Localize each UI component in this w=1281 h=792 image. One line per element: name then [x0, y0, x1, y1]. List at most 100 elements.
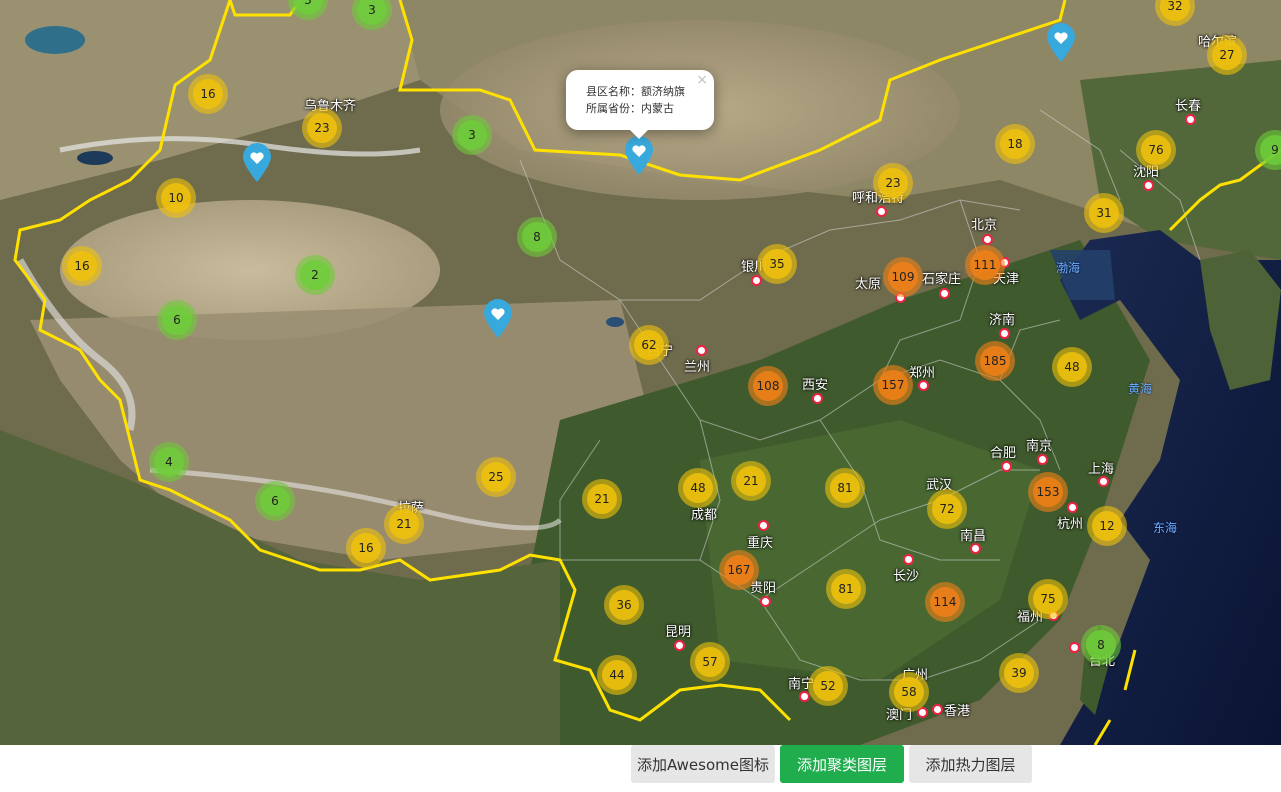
cluster-count: 167 — [724, 555, 754, 585]
heart-marker[interactable] — [1046, 23, 1076, 63]
popup-tip — [629, 129, 649, 139]
cluster-count: 9 — [1260, 135, 1281, 165]
cluster-marker[interactable]: 109 — [883, 257, 923, 297]
cluster-marker[interactable]: 81 — [826, 569, 866, 609]
city-label: 长春 — [1175, 99, 1202, 114]
close-icon[interactable]: × — [696, 72, 708, 88]
cluster-marker[interactable]: 62 — [629, 325, 669, 365]
cluster-marker[interactable]: 2 — [295, 255, 335, 295]
cluster-marker[interactable]: 36 — [604, 585, 644, 625]
cluster-marker[interactable]: 39 — [999, 653, 1039, 693]
cluster-marker[interactable]: 27 — [1207, 35, 1247, 75]
sea-label: 黄海 — [1128, 382, 1153, 396]
cluster-marker[interactable]: 25 — [476, 457, 516, 497]
cluster-count: 18 — [1000, 129, 1030, 159]
cluster-count: 39 — [1004, 658, 1034, 688]
cluster-count: 32 — [1160, 0, 1190, 21]
cluster-count: 31 — [1089, 198, 1119, 228]
toolbar: 添加Awesome图标 添加聚类图层 添加热力图层 — [0, 745, 1281, 792]
cluster-marker[interactable]: 57 — [690, 642, 730, 682]
city-label: 北京 — [971, 218, 998, 233]
cluster-count: 8 — [1086, 630, 1116, 660]
cluster-count: 72 — [932, 494, 962, 524]
cluster-marker[interactable]: 21 — [384, 504, 424, 544]
cluster-marker[interactable]: 185 — [975, 341, 1015, 381]
cluster-marker[interactable]: 8 — [517, 217, 557, 257]
cluster-marker[interactable]: 16 — [188, 74, 228, 114]
city-label: 长沙 — [893, 569, 920, 584]
cluster-marker[interactable]: 18 — [995, 124, 1035, 164]
city-label: 南宁 — [788, 677, 815, 692]
cluster-count: 57 — [695, 647, 725, 677]
city-label: 南昌 — [960, 529, 987, 544]
cluster-marker[interactable]: 58 — [889, 672, 929, 712]
cluster-marker[interactable]: 21 — [582, 479, 622, 519]
cluster-count: 23 — [878, 168, 908, 198]
heart-marker[interactable] — [624, 136, 654, 176]
cluster-count: 6 — [162, 305, 192, 335]
cluster-count: 12 — [1092, 511, 1122, 541]
cluster-marker[interactable]: 9 — [1255, 130, 1281, 170]
cluster-count: 185 — [980, 346, 1010, 376]
cluster-marker[interactable]: 16 — [346, 528, 386, 568]
city-dot — [903, 554, 914, 565]
marker-popup: × 县区名称：额济纳旗 所属省份：内蒙古 — [566, 70, 714, 139]
cluster-marker[interactable]: 21 — [731, 461, 771, 501]
cluster-marker[interactable]: 6 — [255, 481, 295, 521]
city-dot — [999, 328, 1010, 339]
cluster-count: 58 — [894, 677, 924, 707]
heart-marker[interactable] — [242, 143, 272, 183]
cluster-marker[interactable]: 35 — [757, 244, 797, 284]
cluster-count: 157 — [878, 370, 908, 400]
cluster-marker[interactable]: 3 — [452, 115, 492, 155]
popup-province: 所属省份：内蒙古 — [586, 102, 674, 115]
cluster-count: 62 — [634, 330, 664, 360]
cluster-count: 81 — [830, 473, 860, 503]
cluster-marker[interactable]: 111 — [965, 245, 1005, 285]
add-heat-layer-button[interactable]: 添加热力图层 — [909, 745, 1032, 783]
cluster-marker[interactable]: 3 — [288, 0, 328, 20]
cluster-count: 8 — [522, 222, 552, 252]
cluster-marker[interactable]: 48 — [678, 468, 718, 508]
map-container[interactable]: 乌鲁木齐 呼和浩特 北京 天津 石家庄 太原 银川 兰州 西宁 西安 郑州 济南… — [0, 0, 1281, 745]
cluster-marker[interactable]: 6 — [157, 300, 197, 340]
cluster-marker[interactable]: 75 — [1028, 579, 1068, 619]
cluster-marker[interactable]: 157 — [873, 365, 913, 405]
cluster-marker[interactable]: 72 — [927, 489, 967, 529]
cluster-marker[interactable]: 23 — [302, 108, 342, 148]
cluster-count: 111 — [970, 250, 1000, 280]
add-awesome-icon-button[interactable]: 添加Awesome图标 — [631, 745, 775, 783]
cluster-count: 2 — [300, 260, 330, 290]
cluster-marker[interactable]: 23 — [873, 163, 913, 203]
cluster-marker[interactable]: 44 — [597, 655, 637, 695]
cluster-marker[interactable]: 81 — [825, 468, 865, 508]
city-dot — [799, 691, 810, 702]
add-cluster-layer-button[interactable]: 添加聚类图层 — [780, 745, 904, 783]
city-label: 重庆 — [747, 536, 774, 551]
cluster-marker[interactable]: 167 — [719, 550, 759, 590]
city-dot — [918, 380, 929, 391]
cluster-marker[interactable]: 48 — [1052, 347, 1092, 387]
popup-county-name: 县区名称：额济纳旗 — [586, 85, 685, 98]
cluster-count: 21 — [389, 509, 419, 539]
cluster-marker[interactable]: 153 — [1028, 472, 1068, 512]
city-dot — [932, 704, 943, 715]
heart-icon — [491, 308, 505, 320]
cluster-marker[interactable]: 10 — [156, 178, 196, 218]
city-label: 郑州 — [909, 366, 936, 381]
cluster-marker[interactable]: 108 — [748, 366, 788, 406]
cluster-marker[interactable]: 16 — [62, 246, 102, 286]
heart-marker[interactable] — [483, 299, 513, 339]
cluster-marker[interactable]: 4 — [149, 442, 189, 482]
cluster-marker[interactable]: 76 — [1136, 130, 1176, 170]
cluster-marker[interactable]: 31 — [1084, 193, 1124, 233]
cluster-count: 75 — [1033, 584, 1063, 614]
cluster-marker[interactable]: 8 — [1081, 625, 1121, 665]
cluster-marker[interactable]: 12 — [1087, 506, 1127, 546]
cluster-count: 16 — [193, 79, 223, 109]
cluster-marker[interactable]: 52 — [808, 666, 848, 706]
cluster-marker[interactable]: 114 — [925, 582, 965, 622]
city-label: 香港 — [944, 704, 971, 719]
city-label: 上海 — [1088, 462, 1115, 477]
city-label: 西安 — [802, 378, 829, 393]
